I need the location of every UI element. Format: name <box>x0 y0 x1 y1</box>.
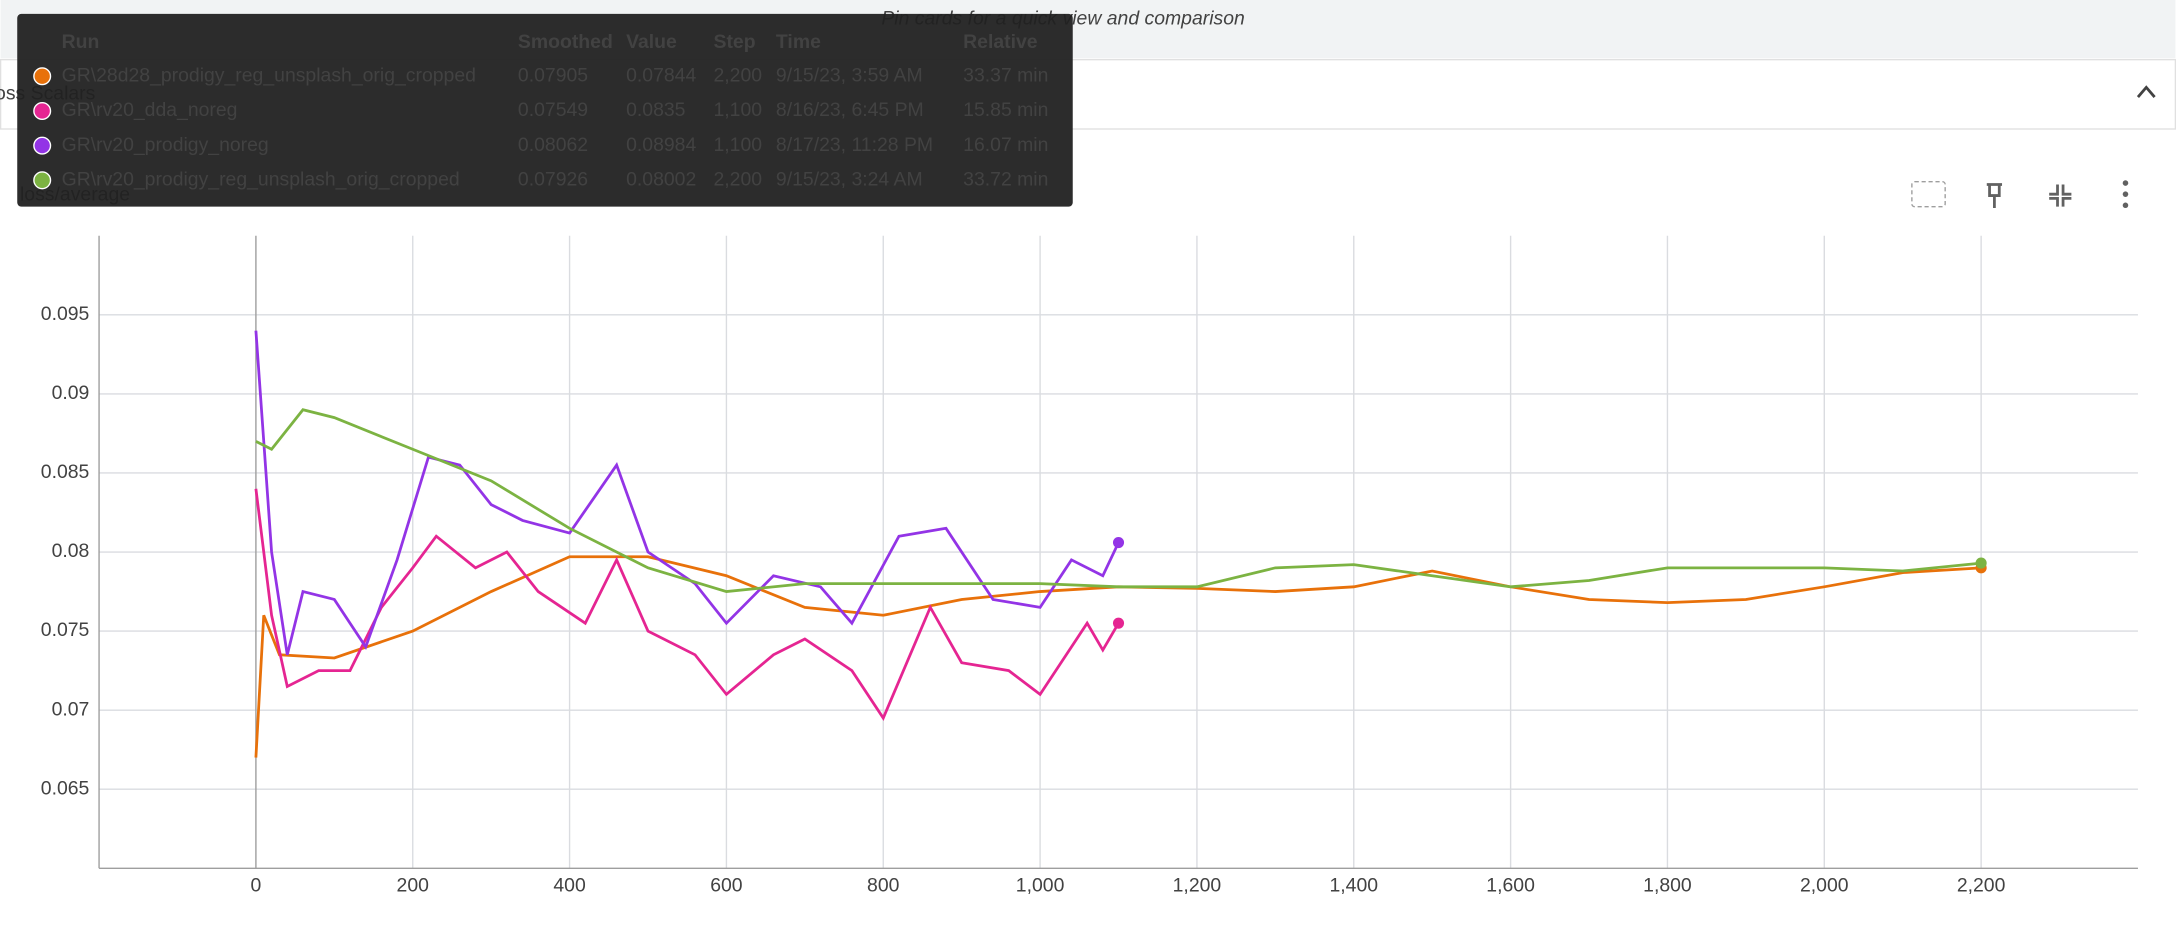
tooltip-cell: 2,200 <box>714 168 763 190</box>
x-tick-label: 400 <box>553 874 586 896</box>
tooltip-bg <box>17 13 1073 207</box>
tooltip-cell: 0.08984 <box>626 134 696 156</box>
x-tick-label: 1,800 <box>1643 874 1692 896</box>
y-tick-label: 0.07 <box>52 698 90 720</box>
tooltip-header: Smoothed <box>518 31 613 53</box>
y-tick-label: 0.085 <box>41 461 90 483</box>
plot: 0.065 0.07 0.075 0.08 0.085 0.09 0.095 0 200 400 6… <box>41 235 2138 896</box>
tooltip-cell: 33.72 min <box>963 168 1048 190</box>
fit-icon[interactable] <box>1911 181 1946 208</box>
legend-dot <box>33 101 52 120</box>
tooltip-cell: 0.07905 <box>518 64 588 86</box>
legend-dot <box>33 171 52 190</box>
x-tick-label: 600 <box>710 874 743 896</box>
run-name: GR\28d28_prodigy_reg_unsplash_orig_cropp… <box>62 64 476 86</box>
y-tick-label: 0.065 <box>41 777 90 799</box>
run-name: GR\rv20_prodigy_reg_unsplash_orig_croppe… <box>62 168 460 190</box>
tooltip-cell: 0.08062 <box>518 134 588 156</box>
tooltip-cell: 1,100 <box>714 134 763 156</box>
x-tick-label: 0 <box>251 874 262 896</box>
x-tick-label: 1,400 <box>1329 874 1378 896</box>
tooltip: Run Smoothed Value Step Time Relative GR\28d28… <box>17 13 1073 207</box>
series-line <box>254 488 1120 721</box>
tooltip-header: Run <box>62 31 100 53</box>
x-tick-label: 800 <box>867 874 900 896</box>
tooltip-cell: 0.07926 <box>518 168 588 190</box>
x-tick-label: 1,200 <box>1173 874 1222 896</box>
x-tick-label: 200 <box>397 874 430 896</box>
tooltip-cell: 16.07 min <box>963 134 1048 156</box>
tooltip-header: Step <box>714 31 756 53</box>
legend-dot <box>33 136 52 155</box>
tooltip-cell: 0.07844 <box>626 64 696 86</box>
series-line <box>254 555 1982 758</box>
y-tick-label: 0.075 <box>41 619 90 641</box>
x-tick-label: 1,000 <box>1016 874 1065 896</box>
tooltip-cell: 9/15/23, 3:24 AM <box>776 168 923 190</box>
series-line <box>254 330 1120 656</box>
tooltip-cell: 8/16/23, 6:45 PM <box>776 99 924 121</box>
series-line <box>255 408 1982 593</box>
x-tick-label: 1,600 <box>1486 874 1535 896</box>
run-name: GR\rv20_dda_noreg <box>62 99 238 121</box>
y-tick-label: 0.095 <box>41 303 90 325</box>
legend-dot <box>33 67 52 86</box>
tooltip-cell: 2,200 <box>714 64 763 86</box>
x-tick-label: 2,000 <box>1800 874 1849 896</box>
tooltip-header: Value <box>626 31 677 53</box>
run-name: GR\rv20_prodigy_noreg <box>62 134 269 156</box>
tooltip-cell: 15.85 min <box>963 99 1048 121</box>
pin-icon[interactable] <box>1986 183 2003 209</box>
tooltip-cell: 0.0835 <box>626 99 685 121</box>
tooltip-cell: 8/17/23, 11:28 PM <box>776 134 933 156</box>
end-point <box>1112 617 1125 629</box>
menu-icon[interactable] <box>2122 180 2129 209</box>
tooltip-header: Relative <box>963 31 1038 53</box>
tooltip-header: Time <box>776 31 821 53</box>
collapse-chart-icon[interactable] <box>2049 184 2072 207</box>
tooltip-cell: 9/15/23, 3:59 AM <box>776 64 923 86</box>
card <box>0 131 2176 939</box>
tooltip-cell: 33.37 min <box>963 64 1048 86</box>
x-tick-label: 2,200 <box>1957 874 2006 896</box>
y-tick-label: 0.08 <box>52 540 90 562</box>
end-point <box>1975 557 1987 569</box>
end-point <box>1112 536 1125 549</box>
tooltip-cell: 0.07549 <box>518 99 588 121</box>
tooltip-cell: 0.08002 <box>626 168 696 190</box>
y-tick-label: 0.09 <box>52 382 90 404</box>
collapse-icon[interactable] <box>2136 85 2156 98</box>
tooltip-cell: 1,100 <box>714 99 763 121</box>
